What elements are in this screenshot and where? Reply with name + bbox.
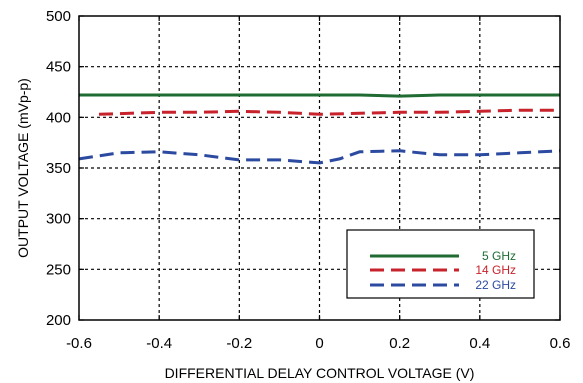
- y-tick-label: 300: [46, 211, 71, 228]
- y-tick-label: 450: [46, 59, 71, 76]
- y-tick-label: 250: [46, 261, 71, 278]
- x-tick-label: -0.2: [226, 335, 252, 352]
- x-tick-label: -0.4: [146, 335, 172, 352]
- y-tick-label: 200: [46, 312, 71, 329]
- x-tick-labels: -0.6 -0.4 -0.2 0 0.2 0.4 0.6: [66, 335, 570, 352]
- y-axis-title: OUTPUT VOLTAGE (mVp-p): [15, 78, 31, 258]
- y-tick-label: 350: [46, 160, 71, 177]
- series-line-5ghz: [79, 93, 560, 98]
- x-tick-label: 0.6: [550, 335, 571, 352]
- legend-label-14ghz: 14 GHz: [475, 263, 516, 277]
- legend-label-22ghz: 22 GHz: [475, 278, 516, 292]
- tick-marks: [78, 15, 561, 321]
- legend: 5 GHz 14 GHz 22 GHz: [346, 229, 535, 299]
- grid-lines: [79, 16, 560, 320]
- y-tick-label: 500: [46, 8, 71, 25]
- x-tick-label: 0.4: [469, 335, 490, 352]
- y-tick-labels: 200 250 300 350 400 450 500: [46, 8, 71, 329]
- y-tick-label: 400: [46, 109, 71, 126]
- legend-box: [346, 229, 535, 299]
- x-tick-label: 0.2: [389, 335, 410, 352]
- series-layer: [78, 93, 561, 165]
- x-axis-title: DIFFERENTIAL DELAY CONTROL VOLTAGE (V): [165, 365, 475, 381]
- series-line-22ghz: [78, 149, 561, 165]
- x-tick-label: -0.6: [66, 335, 92, 352]
- series-line-14ghz: [98, 108, 560, 116]
- x-tick-label: 0: [315, 335, 323, 352]
- legend-label-5ghz: 5 GHz: [482, 249, 516, 263]
